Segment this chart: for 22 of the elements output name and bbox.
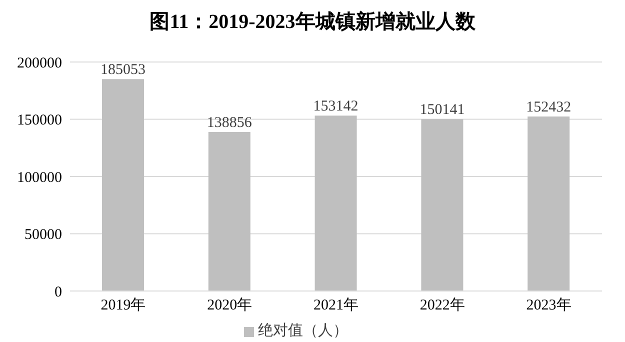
chart-title: 图11：2019-2023年城镇新增就业人数 <box>148 10 476 35</box>
y-tick-label: 0 <box>54 284 62 300</box>
bar <box>421 119 464 291</box>
y-tick-label: 200000 <box>17 55 62 72</box>
bar <box>314 116 357 291</box>
data-label: 150141 <box>420 102 465 118</box>
y-tick-label: 150000 <box>17 112 62 129</box>
data-label: 153142 <box>313 98 358 115</box>
data-label: 138856 <box>206 115 252 132</box>
y-tick-label: 100000 <box>17 170 62 186</box>
x-tick-label: 2021年 <box>314 296 358 314</box>
y-tick-label: 50000 <box>24 227 62 244</box>
data-label: 185053 <box>100 62 146 78</box>
bar <box>208 132 250 291</box>
x-tick-label: 2019年 <box>100 296 146 314</box>
data-label: 152432 <box>526 99 572 116</box>
x-tick-label: 2022年 <box>420 296 465 314</box>
x-tick-label: 2020年 <box>207 296 252 314</box>
bar <box>528 116 570 291</box>
legend-label: 绝对值（人） <box>258 323 348 339</box>
bar <box>102 79 144 291</box>
x-tick-label: 2023年 <box>526 296 572 314</box>
